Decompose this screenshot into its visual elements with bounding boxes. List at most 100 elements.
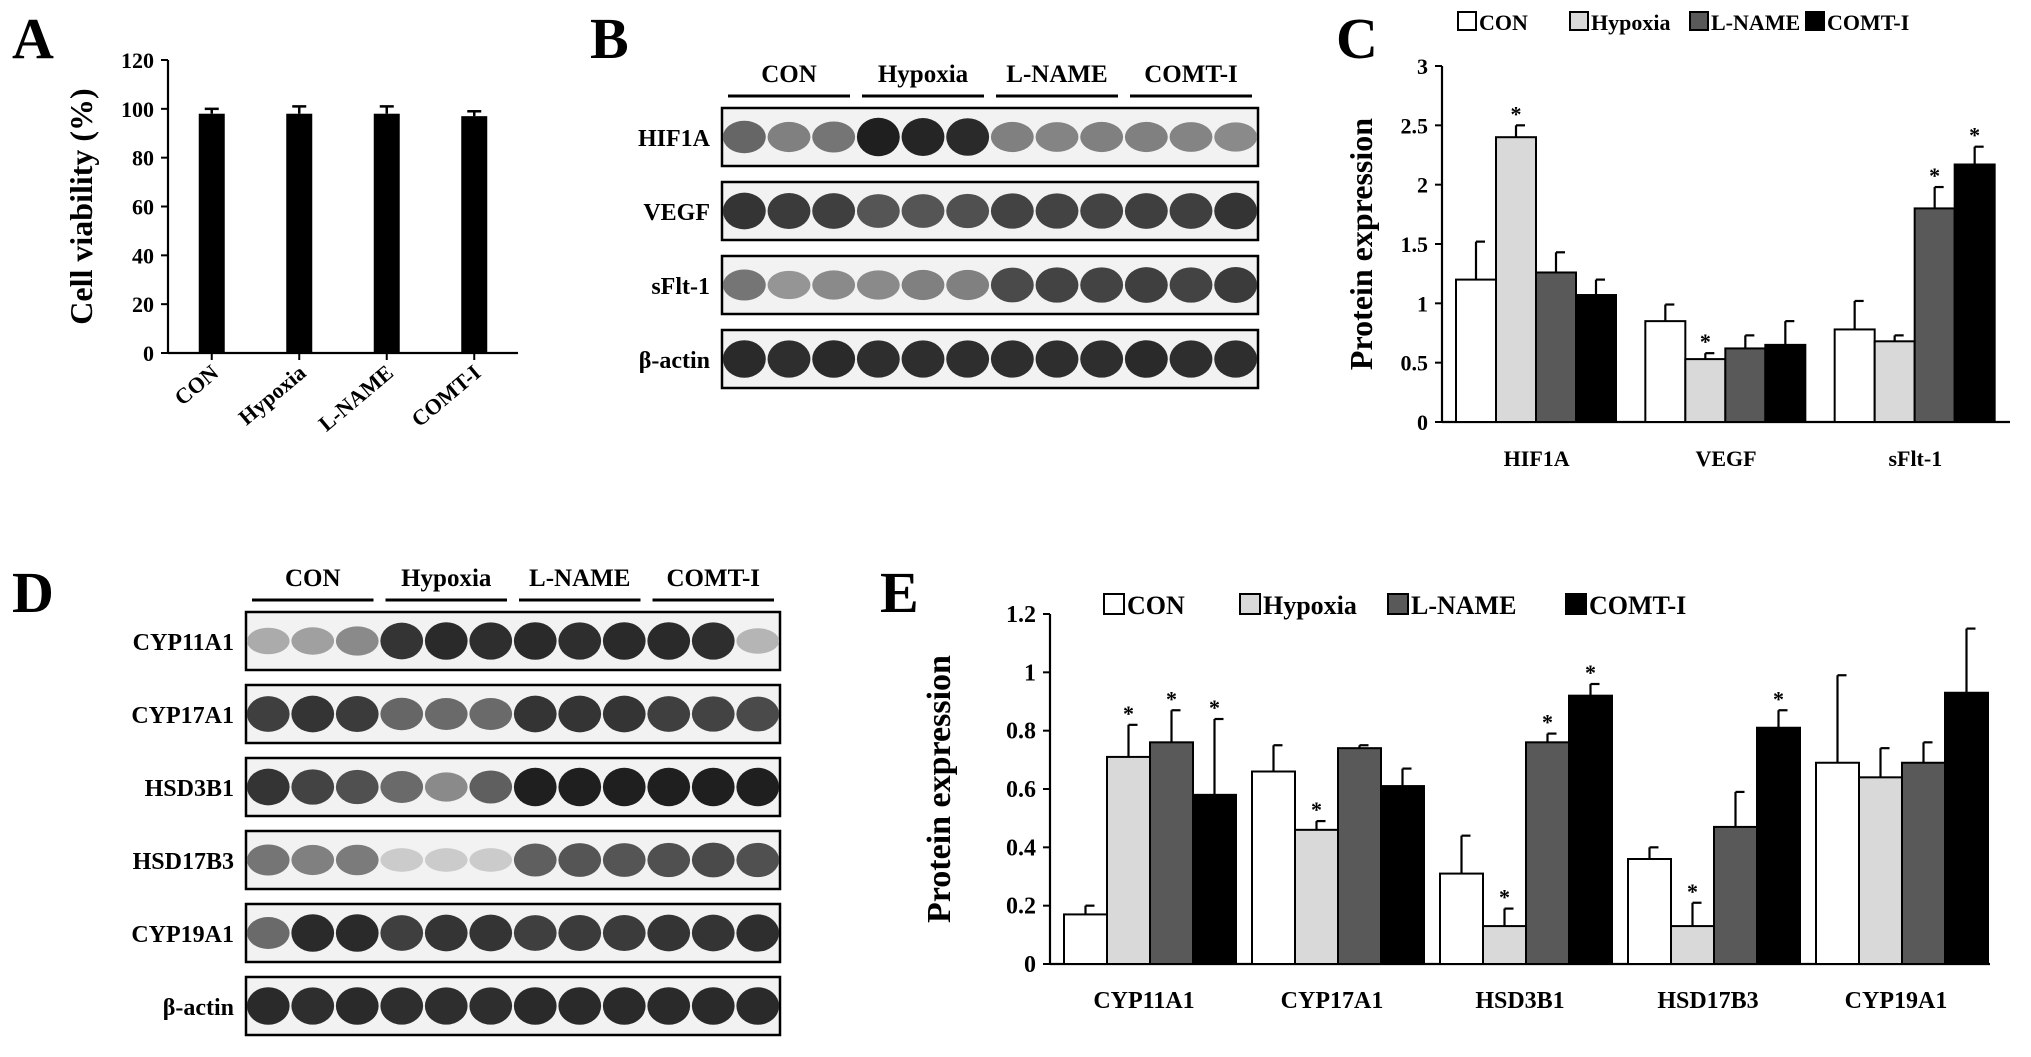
panel-b-row-label: HIF1A [638,126,711,152]
panel-e-bar [1756,726,1801,965]
panel-c-bar [1644,320,1687,423]
panel-d-group-label: COMT-I [666,565,760,592]
panel-d-blot-frame [244,610,782,672]
panel-c-bar [1575,294,1617,424]
panel-d-band [691,767,735,807]
panel-b-band [1169,193,1213,229]
panel-c-y-tick-label: 2 [1417,173,1428,198]
panel-b-group-label: COMT-I [1144,61,1238,88]
panel-d-row-label: β-actin [163,995,234,1021]
panel-b-band [1080,193,1124,229]
panel-d-blot-frame [244,902,782,964]
panel-d-band [558,695,602,733]
panel-b-band [722,269,766,301]
panel-d-blot-frame [244,829,782,891]
panel-e-y-axis-title: Protein expression [921,655,958,923]
panel-c-y-tick-label: 0.5 [1401,351,1429,376]
panel-b-blot-frame [720,106,1260,168]
panel-d-band [246,696,290,732]
panel-e-significance-marker: * [1773,686,1784,711]
panel-e-significance-marker: * [1687,879,1698,904]
panel-d-band [513,915,557,951]
panel-e-bar [1439,872,1484,965]
panel-c-x-category-label: VEGF [1695,446,1756,471]
panel-b-row-label: β-actin [639,348,710,374]
panel-d-row-label: CYP17A1 [131,703,234,729]
panel-d-band [291,844,335,876]
panel-d-band [291,987,335,1025]
panel-c-significance-marker: * [1511,101,1522,126]
panel-b-band [856,117,900,157]
panel-d-band [691,914,735,952]
panel-d-band [647,696,691,732]
panel-d-band [469,622,513,660]
panel-d-row-label: HSD3B1 [145,776,234,802]
panel-d-band [647,622,691,660]
panel-a-y-tick-label: 60 [132,195,154,220]
panel-d-band [246,844,290,876]
panel-letter-c: C [1336,6,1378,71]
panel-c-bar [1913,207,1956,423]
panel-c-legend-swatch [1457,11,1477,31]
panel-b-band [856,270,900,300]
panel-d-band [380,622,424,660]
panel-b-band [767,192,811,230]
panel-b-band [1080,121,1124,153]
panel-d-band [513,622,557,660]
panel-e-bar [1482,925,1527,965]
panel-a-y-tick-label: 0 [143,341,154,366]
panel-c-legend-label: CON [1479,10,1528,35]
panel-c-bar [1724,347,1767,423]
panel-d-band [558,987,602,1025]
panel-e-y-tick-label: 0 [1024,952,1036,978]
panel-c-bar [1495,136,1537,423]
panel-d-band [335,769,379,805]
panel-c-bar [1684,358,1727,423]
panel-d-band [380,848,424,872]
panel-d-band [380,697,424,731]
panel-e-y-tick-label: 0.4 [1006,835,1036,861]
panel-b-band [946,269,990,301]
panel-e-bar [1901,761,1946,965]
panel-d-band [246,916,290,950]
panel-d-western-blot: CON Hypoxia L-NAME COMT-I CYP11A1 CYP17A1 HSD3… [131,565,782,1037]
panel-a-bar [286,113,313,353]
panel-letter-b: B [590,6,629,71]
panel-d-band [380,770,424,804]
panel-c-y-tick-label: 1 [1417,291,1428,316]
panel-d-group-label: L-NAME [529,565,630,592]
panel-d-blot-frame [244,683,782,745]
panel-c-y-tick-label: 3 [1417,54,1428,79]
panel-e-legend-label: L-NAME [1411,591,1516,620]
panel-c-bar [1873,340,1916,424]
panel-b-band [722,192,766,230]
panel-letter-e: E [880,560,919,625]
panel-b-band [946,118,990,156]
panel-b-band [1124,193,1168,229]
panel-d-band [558,622,602,660]
panel-d-band [335,914,379,952]
panel-e-legend-swatch [1103,593,1125,615]
panel-b-group-label: L-NAME [1006,61,1107,88]
panel-e-bar [1106,755,1151,966]
panel-b-band [1214,266,1258,304]
panel-e-legend-label: CON [1127,591,1185,620]
panel-b-band [767,340,811,378]
panel-a-bar [198,113,225,353]
panel-e-x-category-label: CYP17A1 [1281,988,1384,1014]
panel-b-group-label: Hypoxia [878,61,969,88]
panel-d-band [513,987,557,1025]
panel-c-x-category-label: HIF1A [1504,446,1570,471]
panel-e-bar [1858,776,1903,965]
panel-b-blot-frame [720,328,1260,390]
panel-b-band [1214,192,1258,230]
panel-c-y-tick-label: 2.5 [1401,113,1429,138]
panel-b-western-blot: CON Hypoxia L-NAME COMT-I HIF1A VEGF sFlt-1 β-a… [638,61,1260,390]
panel-b-band [1035,340,1079,378]
panel-b-band [1080,340,1124,378]
panel-d-band [558,767,602,807]
panel-e-bar [1149,741,1194,965]
panel-d-band [602,843,646,877]
panel-e-significance-marker: * [1123,701,1134,726]
